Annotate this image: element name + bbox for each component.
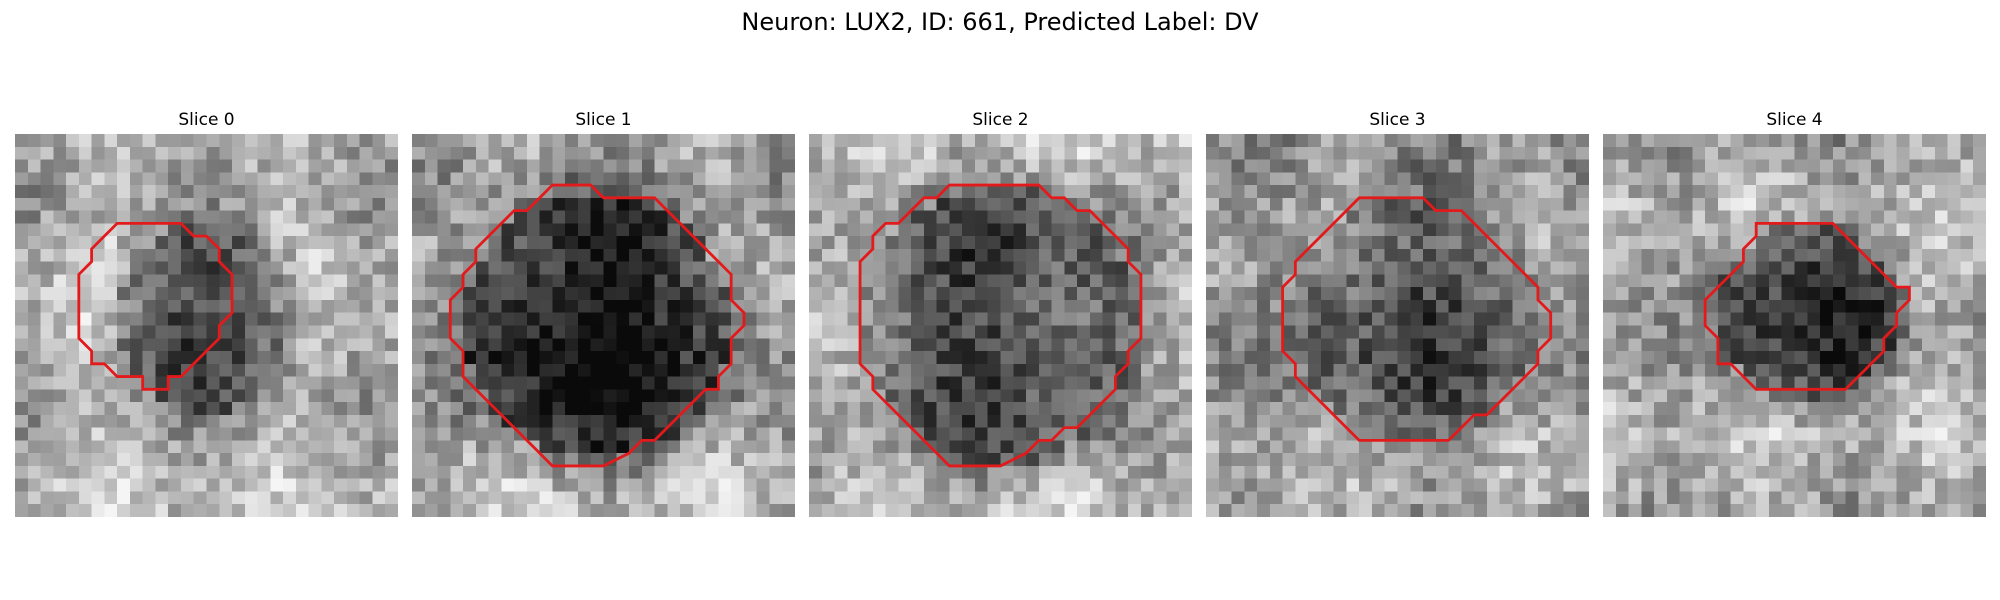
slice-title: Slice 3: [1369, 110, 1426, 130]
slice-image: [1603, 134, 1986, 517]
pixel-grid: [809, 134, 1192, 517]
slice-panel-4: Slice 4: [1603, 108, 1986, 518]
slice-image: [1206, 134, 1589, 517]
slice-title: Slice 0: [178, 110, 235, 130]
slice-panel-1: Slice 1: [412, 108, 795, 518]
roi-contour: [77, 221, 234, 391]
slice-title: Slice 1: [575, 110, 632, 130]
slice-panel-3: Slice 3: [1206, 108, 1589, 518]
slice-image: [15, 134, 398, 517]
roi-contour: [1703, 221, 1911, 391]
figure-title: Neuron: LUX2, ID: 661, Predicted Label: …: [741, 8, 1259, 36]
pixel-grid: [412, 134, 795, 517]
slice-image: [809, 134, 1192, 517]
pixel-grid: [1603, 134, 1986, 517]
pixel-grid: [1206, 134, 1589, 517]
slice-panel-2: Slice 2: [809, 108, 1192, 518]
roi-contour: [858, 183, 1143, 468]
pixel-grid: [15, 134, 398, 517]
slice-image: [412, 134, 795, 517]
roi-contour: [1281, 196, 1553, 442]
slice-panel-0: Slice 0: [15, 108, 398, 518]
slice-title: Slice 2: [972, 110, 1029, 130]
slice-title: Slice 4: [1766, 110, 1823, 130]
roi-contour: [448, 183, 746, 468]
